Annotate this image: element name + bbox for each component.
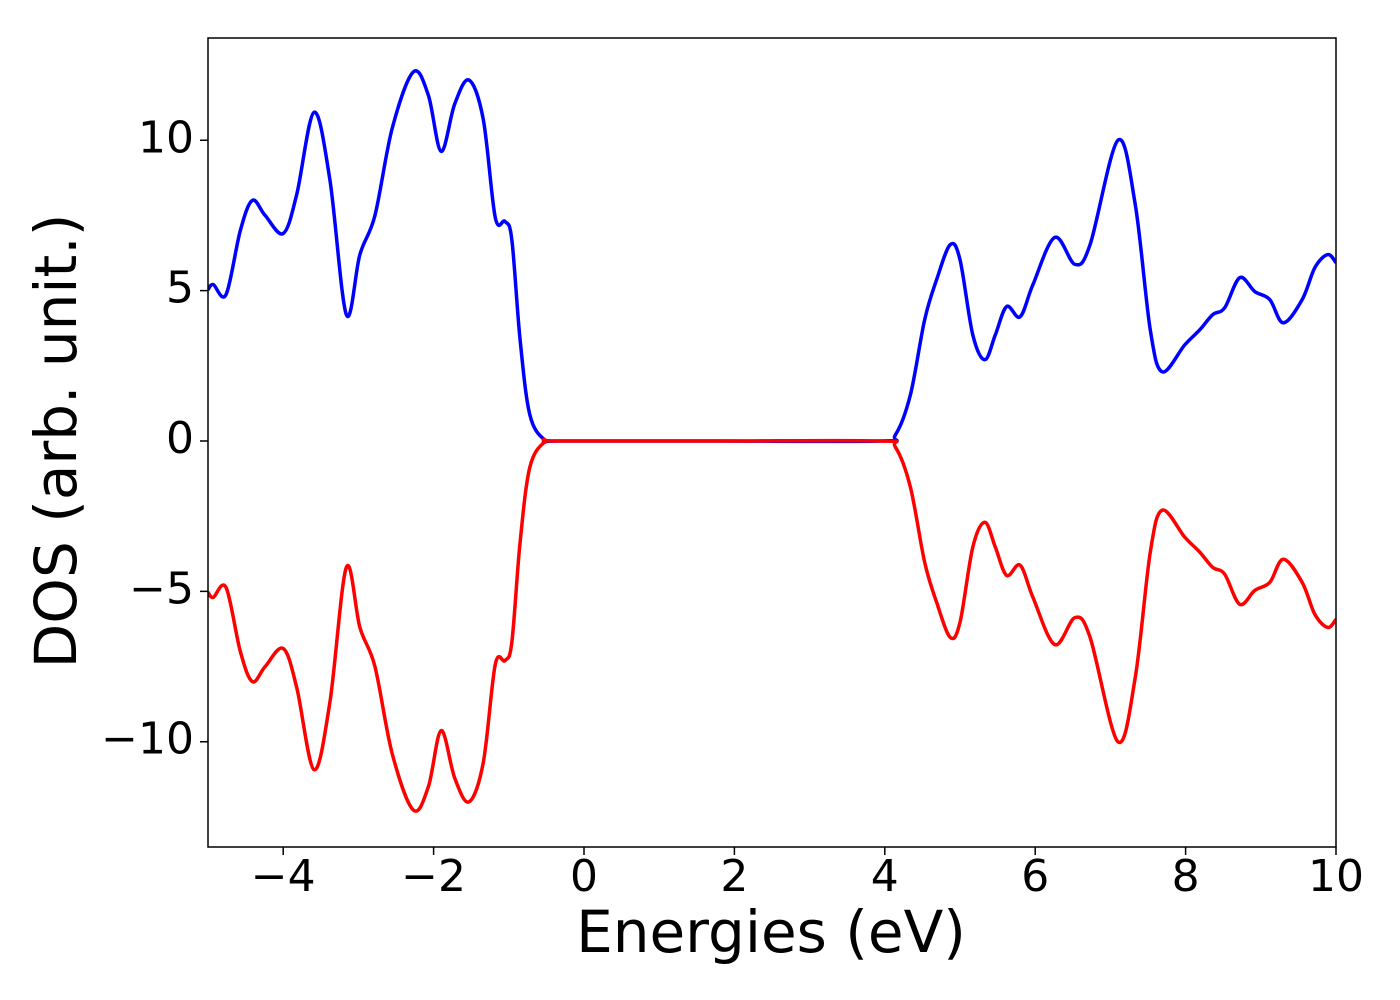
x-tick-label: 4 xyxy=(871,851,899,902)
x-tick-label: −2 xyxy=(401,851,466,902)
y-tick-label: 0 xyxy=(166,413,194,464)
x-tick-label: 0 xyxy=(570,851,598,902)
y-tick-label: 5 xyxy=(166,263,194,314)
plot-frame xyxy=(207,37,1337,848)
x-tick-label: 6 xyxy=(1021,851,1049,902)
x-tick-label: −4 xyxy=(251,851,316,902)
x-tick-label: 8 xyxy=(1172,851,1200,902)
dos-line xyxy=(208,69,1336,444)
x-tick-label: 2 xyxy=(720,851,748,902)
y-tick-label: −5 xyxy=(129,563,194,614)
x-tick-label: 10 xyxy=(1308,851,1364,902)
x-axis-label: Energies (eV) xyxy=(576,898,966,966)
y-axis-label: DOS (arb. unit.) xyxy=(22,214,90,669)
dos-line xyxy=(208,438,1336,813)
y-tick-label: −10 xyxy=(101,714,194,765)
y-tick-label: 10 xyxy=(138,112,194,163)
